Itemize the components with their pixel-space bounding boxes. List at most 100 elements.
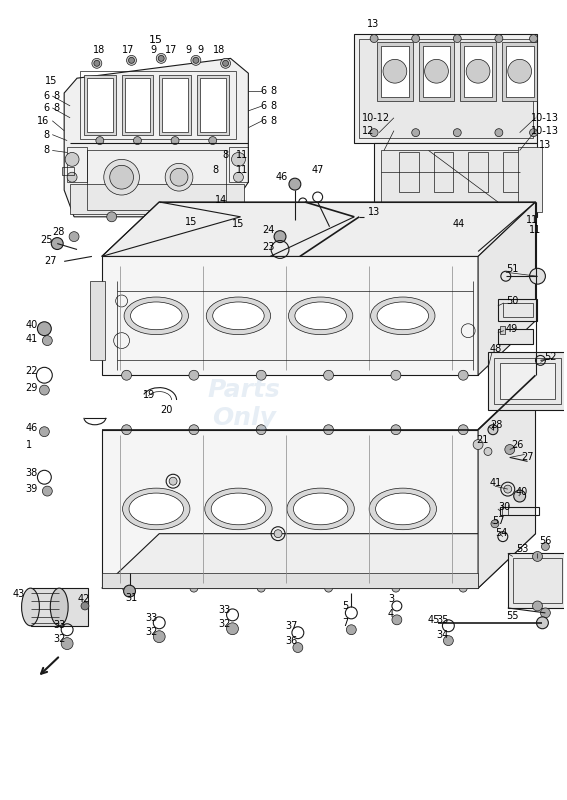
Bar — [508, 554, 567, 608]
Circle shape — [165, 163, 193, 191]
Text: 48: 48 — [490, 343, 502, 354]
Circle shape — [171, 137, 179, 145]
Text: 38: 38 — [25, 468, 37, 478]
Text: 6: 6 — [260, 116, 266, 126]
Circle shape — [221, 58, 231, 68]
Text: Parts
Only: Parts Only — [208, 378, 281, 430]
Text: 4: 4 — [388, 609, 394, 619]
Bar — [200, 78, 226, 132]
Circle shape — [495, 34, 503, 42]
Bar — [506, 46, 534, 97]
Circle shape — [488, 425, 498, 434]
Circle shape — [43, 336, 52, 346]
Bar — [518, 147, 543, 212]
Circle shape — [391, 370, 401, 380]
Text: 25: 25 — [40, 234, 52, 245]
Circle shape — [156, 54, 166, 63]
Text: 7: 7 — [342, 618, 349, 628]
Circle shape — [484, 447, 492, 455]
Text: 10-13: 10-13 — [531, 126, 560, 136]
Bar — [494, 358, 561, 404]
Circle shape — [223, 60, 229, 66]
Text: 28: 28 — [52, 226, 64, 237]
Bar — [377, 42, 413, 101]
Text: 32: 32 — [145, 626, 158, 637]
Text: 20: 20 — [160, 405, 172, 415]
Circle shape — [466, 59, 490, 83]
Text: 15: 15 — [232, 218, 244, 229]
Circle shape — [293, 642, 303, 653]
Ellipse shape — [295, 302, 346, 330]
Circle shape — [67, 172, 77, 182]
Text: 37: 37 — [286, 621, 298, 630]
Bar — [513, 558, 562, 603]
Circle shape — [191, 55, 201, 66]
Text: 8: 8 — [43, 146, 49, 155]
Bar — [87, 150, 226, 210]
Text: 27: 27 — [521, 453, 534, 462]
Text: 11: 11 — [236, 166, 248, 175]
Circle shape — [504, 485, 512, 493]
Text: 14: 14 — [214, 195, 227, 205]
Circle shape — [370, 129, 378, 137]
Text: 10-13: 10-13 — [531, 113, 560, 122]
Circle shape — [530, 34, 538, 42]
Circle shape — [540, 608, 551, 618]
Text: 11: 11 — [526, 214, 539, 225]
Bar — [90, 281, 105, 360]
Circle shape — [443, 636, 454, 646]
Text: 40: 40 — [515, 487, 528, 497]
Circle shape — [532, 601, 543, 611]
Text: 44: 44 — [452, 218, 464, 229]
Text: 15: 15 — [185, 217, 197, 226]
Circle shape — [370, 34, 378, 42]
Text: 8: 8 — [43, 130, 49, 140]
Text: 13: 13 — [368, 207, 380, 217]
Text: 50: 50 — [506, 296, 518, 306]
Text: 26: 26 — [511, 439, 524, 450]
Text: 3: 3 — [388, 594, 394, 604]
Text: 8: 8 — [270, 116, 276, 126]
Text: 13: 13 — [367, 18, 379, 29]
Ellipse shape — [211, 493, 266, 525]
Circle shape — [491, 520, 499, 528]
Text: 28: 28 — [490, 420, 502, 430]
Circle shape — [234, 172, 243, 182]
Bar — [354, 34, 538, 142]
Text: 29: 29 — [25, 383, 37, 393]
Polygon shape — [64, 58, 248, 217]
Circle shape — [392, 584, 400, 592]
Text: 55: 55 — [506, 611, 519, 621]
Text: 36: 36 — [286, 636, 298, 646]
Text: 27: 27 — [45, 256, 57, 266]
Bar — [67, 147, 87, 182]
Text: 8: 8 — [270, 86, 276, 96]
Circle shape — [391, 425, 401, 434]
Circle shape — [190, 584, 198, 592]
Text: 9: 9 — [186, 46, 192, 55]
Circle shape — [158, 55, 164, 62]
Text: 8: 8 — [53, 103, 59, 113]
Text: 49: 49 — [506, 324, 518, 334]
Ellipse shape — [206, 297, 270, 334]
Circle shape — [37, 322, 51, 336]
Circle shape — [383, 59, 407, 83]
Text: 54: 54 — [496, 528, 508, 538]
Circle shape — [133, 137, 141, 145]
Circle shape — [508, 59, 531, 83]
Circle shape — [126, 55, 137, 66]
Bar — [70, 184, 244, 214]
Circle shape — [193, 58, 199, 63]
Bar — [62, 167, 74, 175]
Polygon shape — [102, 202, 535, 257]
Circle shape — [532, 551, 543, 562]
Bar — [434, 153, 454, 192]
Text: 6: 6 — [260, 101, 266, 111]
Text: 52: 52 — [544, 353, 557, 362]
Text: 43: 43 — [12, 589, 24, 599]
Circle shape — [92, 58, 102, 68]
Polygon shape — [102, 430, 478, 588]
Circle shape — [189, 370, 199, 380]
Bar — [125, 78, 150, 132]
Circle shape — [274, 230, 286, 242]
